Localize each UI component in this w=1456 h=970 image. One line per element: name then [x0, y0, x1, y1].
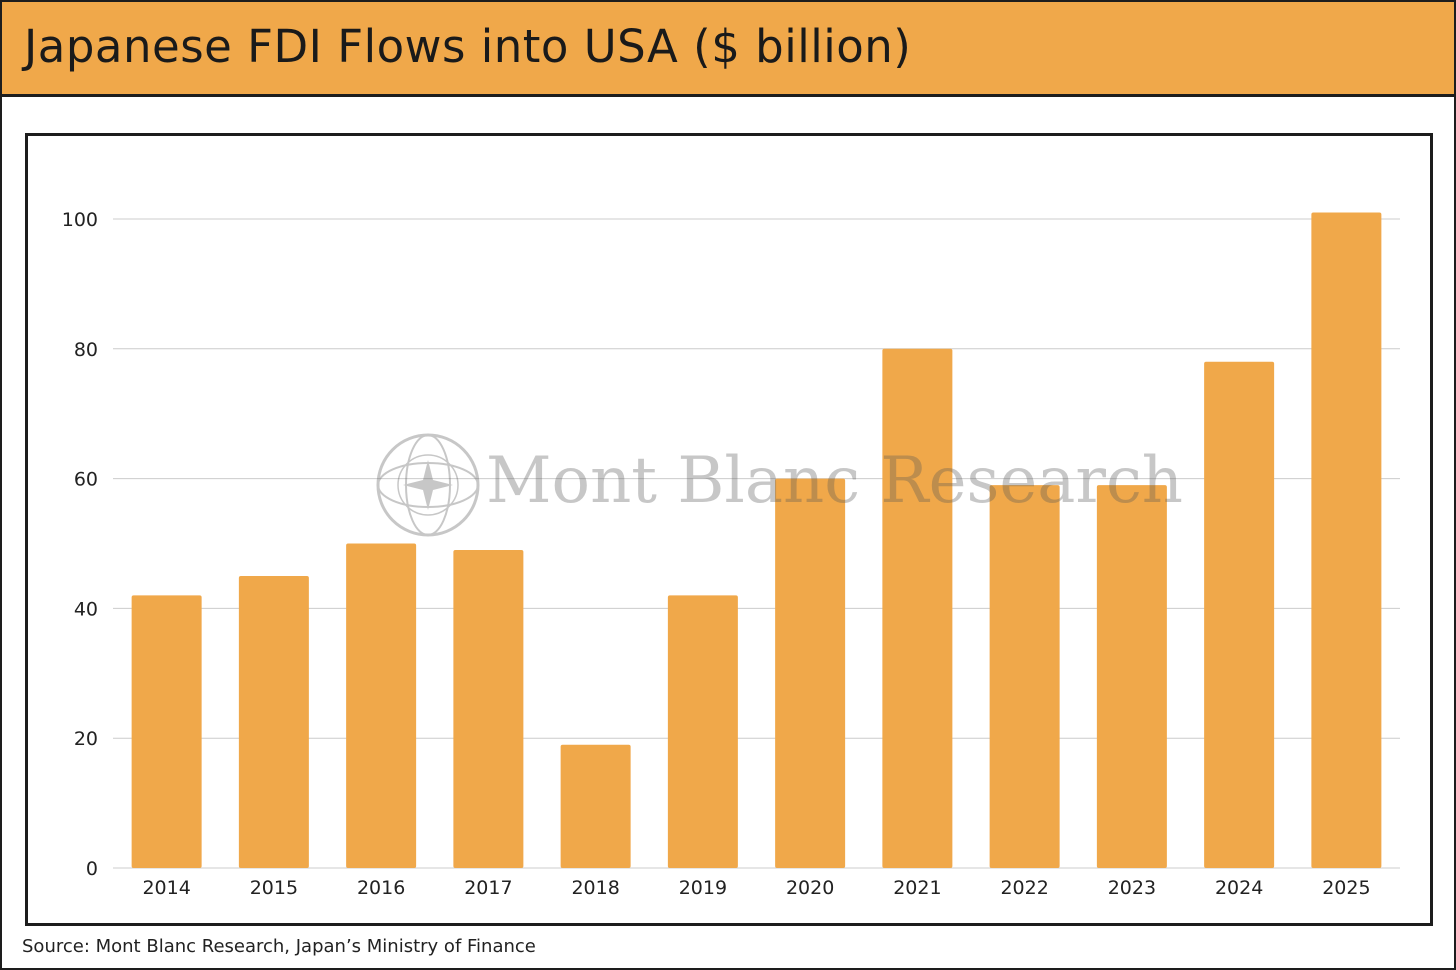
x-tick-label: 2019 — [679, 877, 727, 899]
x-tick-label: 2016 — [357, 877, 405, 899]
x-tick-label: 2022 — [1000, 877, 1048, 899]
x-tick-label: 2018 — [571, 877, 619, 899]
bar — [1204, 361, 1275, 868]
bar — [453, 549, 524, 868]
y-tick-label: 80 — [74, 339, 98, 361]
bar — [560, 744, 631, 868]
x-tick-label: 2024 — [1215, 877, 1263, 899]
x-tick-label: 2021 — [893, 877, 941, 899]
x-tick-label: 2014 — [142, 877, 190, 899]
bar — [238, 575, 309, 868]
y-tick-label: 40 — [74, 598, 98, 620]
x-tick-label: 2023 — [1108, 877, 1156, 899]
x-tick-label: 2015 — [250, 877, 298, 899]
y-tick-label: 0 — [86, 858, 98, 880]
bar — [346, 543, 417, 868]
chart-title: Japanese FDI Flows into USA ($ billion) — [24, 20, 912, 73]
bar — [667, 595, 738, 868]
y-tick-label: 60 — [74, 469, 98, 491]
x-tick-label: 2020 — [786, 877, 834, 899]
bar — [1096, 485, 1167, 868]
bar — [1311, 212, 1382, 868]
x-tick-label: 2017 — [464, 877, 512, 899]
bar — [775, 478, 846, 868]
bar — [882, 348, 953, 868]
y-tick-label: 20 — [74, 728, 98, 750]
y-tick-label: 100 — [62, 209, 98, 231]
x-tick-label: 2025 — [1322, 877, 1370, 899]
source-note: Source: Mont Blanc Research, Japan’s Min… — [22, 936, 536, 957]
bar — [131, 595, 202, 868]
bar — [989, 485, 1060, 868]
title-bar: Japanese FDI Flows into USA ($ billion) — [2, 2, 1454, 97]
